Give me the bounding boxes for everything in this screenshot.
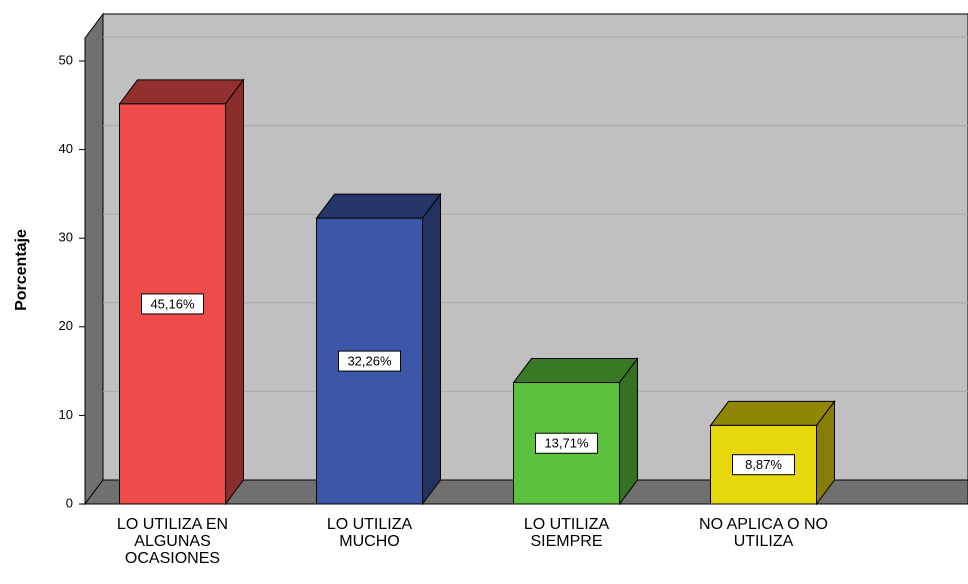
y-axis-title: Porcentaje [13, 229, 30, 311]
value-label: 13,71% [544, 436, 589, 451]
x-tick-label-box: LO UTILIZA MUCHO [326, 516, 413, 550]
x-tick-label: LO UTILIZA MUCHO [326, 516, 413, 550]
bar-top [709, 400, 836, 426]
value-label-box [732, 454, 795, 476]
x-tick-label-box: LO UTILIZA SIEMPRE [523, 516, 610, 550]
bar-top [315, 193, 442, 219]
y-tick-label: 50 [59, 52, 73, 67]
y-tick-label: 20 [59, 318, 73, 333]
bar-top [512, 358, 639, 384]
x-tick-label: NO APLICA O NO UTILIZA [699, 516, 828, 550]
x-tick-label: LO UTILIZA SIEMPRE [523, 516, 610, 550]
y-tick-label: 40 [59, 141, 73, 156]
value-label: 8,87% [745, 457, 782, 472]
y-tick-label: 30 [59, 230, 73, 245]
x-tick-label-box: NO APLICA O NO UTILIZA [699, 516, 828, 550]
bar-top [118, 79, 245, 105]
x-tick-label: LO UTILIZA EN ALGUNAS OCASIONES [116, 516, 229, 567]
y-tick-label: 10 [59, 407, 73, 422]
bar-side [422, 192, 441, 506]
y-tick-label: 0 [66, 495, 73, 510]
value-label: 45,16% [150, 296, 195, 311]
left-wall [84, 12, 104, 506]
value-label-box [338, 350, 401, 372]
bar-side [619, 357, 638, 506]
value-label: 32,26% [347, 354, 392, 369]
x-tick-label-box: LO UTILIZA EN ALGUNAS OCASIONES [116, 516, 229, 567]
value-label-box [141, 293, 204, 315]
bar-side [225, 78, 244, 506]
value-label-box [535, 432, 598, 454]
